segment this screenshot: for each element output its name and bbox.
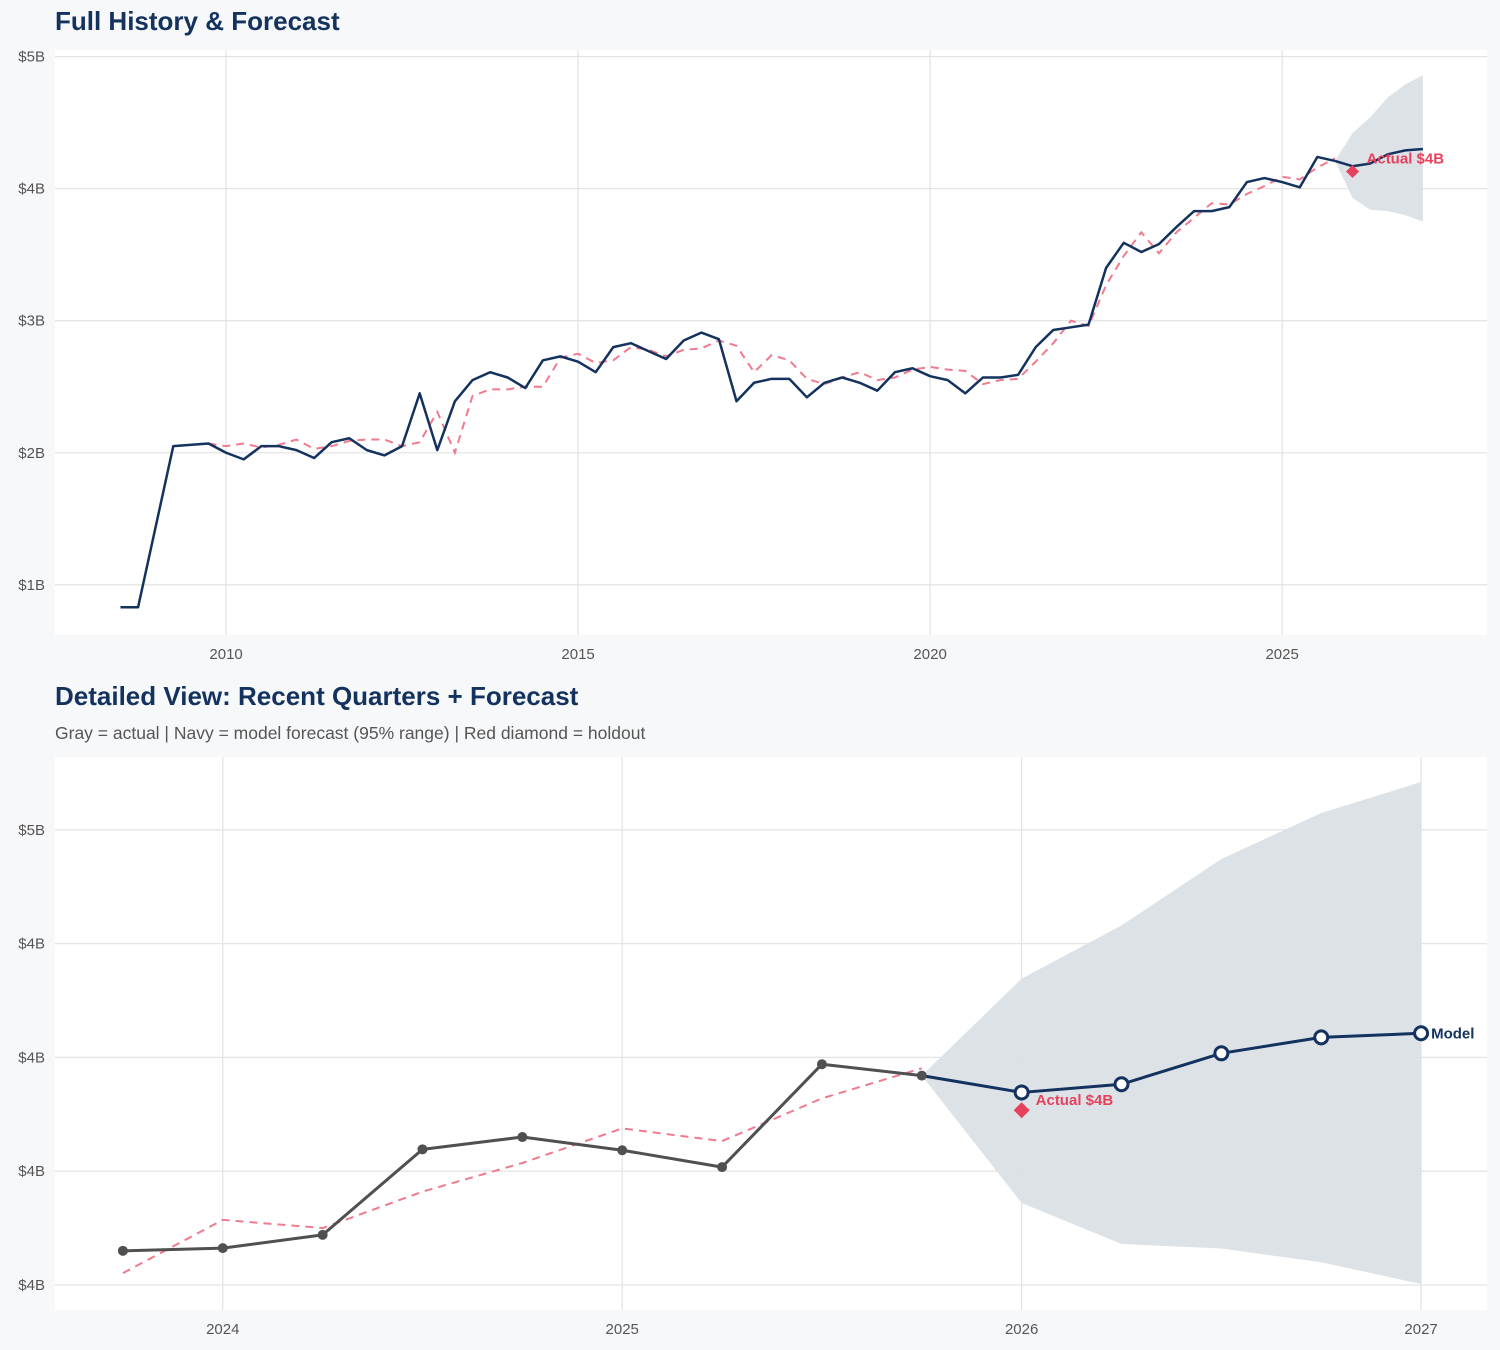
plot-panel: [55, 50, 1487, 635]
x-tick-label: 2025: [1265, 646, 1298, 663]
holdout-diamond: [1013, 1102, 1030, 1119]
forecast-point: [1413, 1025, 1430, 1042]
forecast-point: [1213, 1045, 1230, 1062]
forecast-confidence-band: [921, 782, 1422, 1285]
x-tick-label: 2024: [206, 1321, 239, 1338]
forecast-line: [921, 1031, 1422, 1094]
actual-point: [117, 1245, 128, 1256]
forecast-label: Model: [1431, 1025, 1474, 1042]
chart-2: $4B $4B $4B $4B $5B 2024 2025 2026 2027 Model Actu…: [18, 757, 1487, 1338]
y-tick-label: $2B: [18, 445, 45, 462]
holdout-label: Actual $4B: [1367, 150, 1445, 167]
chart-subtitle-detailed-view: Gray = actual | Navy = model forecast (9…: [55, 723, 646, 743]
y-tick-label: $4B: [18, 1277, 45, 1294]
y-tick-label: $5B: [18, 49, 45, 66]
actual-point: [816, 1059, 827, 1070]
fitted-line: [208, 157, 1336, 456]
actual-point: [517, 1132, 528, 1143]
actual-point: [916, 1070, 927, 1081]
y-tick-label: $4B: [18, 936, 45, 953]
x-tick-label: 2027: [1404, 1321, 1437, 1338]
y-tick-label: $1B: [18, 577, 45, 594]
forecast-confidence-band: [1334, 75, 1423, 222]
chart-title-full-history: Full History & Forecast: [55, 6, 340, 36]
forecast-point: [1013, 1084, 1030, 1101]
y-tick-label: $4B: [18, 1163, 45, 1180]
y-tick-label: $5B: [18, 822, 45, 839]
forecast-line: [1334, 147, 1424, 168]
forecast-point: [1113, 1076, 1130, 1093]
holdout-label: Actual $4B: [1036, 1092, 1114, 1109]
actual-line: [120, 155, 1336, 609]
y-tick-label: $4B: [18, 181, 45, 198]
y-tick-label: $4B: [18, 1049, 45, 1066]
x-tick-label: 2025: [606, 1321, 639, 1338]
x-tick-label: 2015: [561, 646, 594, 663]
actual-point: [617, 1145, 628, 1156]
fitted-line: [122, 1067, 923, 1275]
x-tick-label: 2020: [913, 646, 946, 663]
x-tick-label: 2010: [209, 646, 242, 663]
actual-point: [717, 1162, 728, 1173]
holdout-diamond: [1346, 164, 1360, 178]
actual-point: [217, 1243, 228, 1254]
actual-point: [317, 1229, 328, 1240]
chart-title-detailed-view: Detailed View: Recent Quarters + Forecas…: [55, 681, 579, 711]
forecast-point: [1313, 1029, 1330, 1046]
x-tick-label: 2026: [1005, 1321, 1038, 1338]
actual-point: [417, 1144, 428, 1155]
y-tick-label: $3B: [18, 313, 45, 330]
chart-1: $1B $2B $3B $4B $5B 2010 2015 2020 2025 Actual $4…: [18, 49, 1487, 663]
